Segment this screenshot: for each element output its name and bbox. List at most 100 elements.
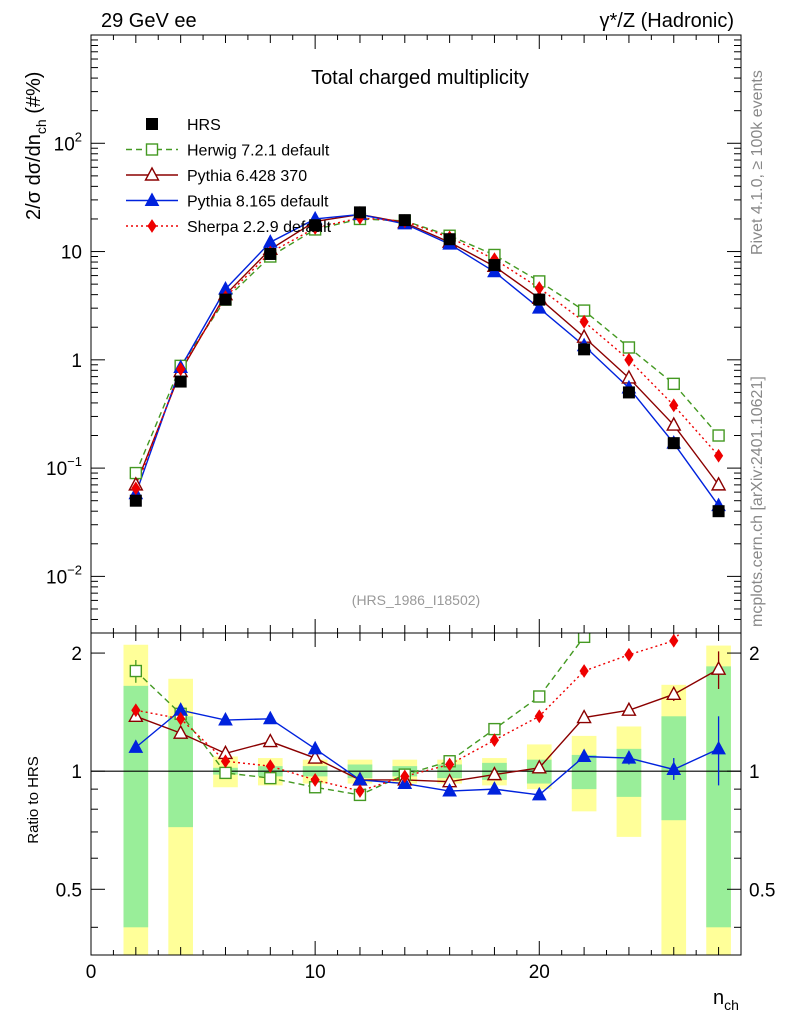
point-hrs bbox=[353, 206, 366, 219]
point-pythia-8-165-default bbox=[262, 234, 278, 248]
main-y-tick-label: 10−1 bbox=[46, 454, 82, 480]
legend-marker bbox=[144, 192, 160, 206]
main-y-tick-label: 10 bbox=[61, 243, 82, 264]
ratio-y-tick-label-right: 0.5 bbox=[749, 880, 775, 901]
ratio-point-pythia-6-428-370 bbox=[307, 749, 323, 764]
point-sherpa-2-2-9-default bbox=[713, 448, 724, 463]
main-y-axis-label: 2/σ dσ/dnch (#%) bbox=[23, 72, 49, 220]
ratio-point-herwig-7-2-1-default bbox=[264, 771, 277, 785]
ratio-point-pythia-6-428-370 bbox=[486, 766, 503, 781]
ratio-point-pythia-6-428-370 bbox=[710, 660, 727, 675]
point-pythia-8-165-default bbox=[531, 300, 547, 314]
ratio-point-sherpa-2-2-9-default bbox=[669, 633, 679, 648]
ratio-point-pythia-6-428-370 bbox=[576, 709, 592, 724]
ratio-point-pythia-8-165-default bbox=[666, 761, 682, 775]
ratio-point-pythia-6-428-370 bbox=[172, 724, 189, 739]
ratio-point-pythia-8-165-default bbox=[576, 748, 592, 762]
legend-item-pythia-8-165-default: Pythia 8.165 default bbox=[126, 192, 329, 211]
ratio-point-pythia-8-165-default bbox=[711, 740, 726, 755]
main-plot-panel: Total charged multiplicity (HRS_1986_I18… bbox=[23, 34, 742, 634]
point-hrs bbox=[488, 259, 501, 272]
legend-label: Pythia 8.165 default bbox=[187, 194, 329, 211]
legend-marker bbox=[144, 166, 160, 181]
ratio-point-pythia-6-428-370 bbox=[666, 685, 682, 701]
uncertainty-band-inner bbox=[123, 685, 149, 928]
series-line-pythia-6-428-370 bbox=[135, 213, 720, 486]
point-herwig-7-2-1-default bbox=[622, 341, 636, 354]
ratio-point-pythia-8-165-default bbox=[487, 781, 502, 795]
legend: HRS Herwig 7.2.1 default Pythia 6.428 370 P… bbox=[126, 117, 332, 236]
ratio-point-pythia-8-165-default bbox=[128, 739, 144, 753]
point-hrs bbox=[443, 233, 456, 246]
ratio-point-sherpa-2-2-9-default bbox=[131, 703, 141, 718]
point-sherpa-2-2-9-default bbox=[669, 398, 679, 413]
rivet-version-label: Rivet 4.1.0, ≥ 100k events bbox=[749, 70, 766, 255]
point-pythia-6-428-370 bbox=[710, 476, 727, 491]
point-hrs bbox=[712, 505, 725, 518]
point-hrs bbox=[622, 386, 635, 399]
ratio-point-sherpa-2-2-9-default bbox=[220, 754, 231, 769]
point-herwig-7-2-1-default bbox=[577, 304, 591, 317]
point-hrs bbox=[309, 219, 322, 232]
legend-item-herwig-7-2-1-default: Herwig 7.2.1 default bbox=[126, 143, 330, 160]
ratio-point-sherpa-2-2-9-default bbox=[489, 733, 500, 748]
ratio-point-sherpa-2-2-9-default bbox=[445, 757, 455, 772]
legend-label: Herwig 7.2.1 default bbox=[187, 143, 330, 160]
ratio-y-tick-label-right: 1 bbox=[749, 762, 760, 783]
ratio-plot-panel: 0.5 0.51 12 20 10 20 Ratio to HRS nch bbox=[25, 632, 775, 1013]
legend-label: HRS bbox=[187, 117, 221, 134]
ratio-point-herwig-7-2-1-default bbox=[129, 664, 143, 678]
ratio-point-sherpa-2-2-9-default bbox=[579, 664, 589, 678]
ratio-point-sherpa-2-2-9-default bbox=[176, 711, 186, 726]
ratio-line-sherpa-2-2-9-default bbox=[135, 633, 681, 792]
legend-item-pythia-6-428-370: Pythia 6.428 370 bbox=[126, 166, 307, 185]
point-hrs bbox=[533, 293, 546, 306]
series-line-pythia-8-165-default bbox=[135, 213, 720, 507]
main-y-tick-label: 102 bbox=[54, 129, 82, 155]
x-tick-label: 10 bbox=[305, 962, 326, 983]
ratio-point-herwig-7-2-1-default bbox=[219, 766, 232, 780]
ratio-point-sherpa-2-2-9-default bbox=[534, 709, 544, 724]
point-hrs bbox=[264, 247, 277, 260]
point-hrs bbox=[174, 375, 187, 388]
point-sherpa-2-2-9-default bbox=[176, 362, 186, 377]
series-line-sherpa-2-2-9-default bbox=[135, 217, 720, 489]
ratio-point-pythia-6-428-370 bbox=[621, 701, 637, 716]
ratio-point-sherpa-2-2-9-default bbox=[265, 759, 275, 774]
ratio-point-sherpa-2-2-9-default bbox=[310, 773, 320, 787]
legend-item-hrs: HRS bbox=[146, 117, 221, 134]
ratio-y-tick-label: 0.5 bbox=[56, 880, 82, 901]
x-tick-label: 20 bbox=[529, 962, 550, 983]
point-hrs bbox=[578, 343, 591, 356]
ratio-line-pythia-6-428-370 bbox=[135, 668, 719, 783]
main-y-tick-label: 1 bbox=[71, 351, 82, 372]
ratio-line-herwig-7-2-1-default bbox=[135, 633, 592, 796]
ratio-point-sherpa-2-2-9-default bbox=[624, 647, 634, 662]
ratio-point-herwig-7-2-1-default bbox=[533, 690, 546, 703]
ratio-point-herwig-7-2-1-default bbox=[488, 722, 501, 736]
ratio-line-pythia-8-165-default bbox=[135, 709, 719, 796]
point-hrs bbox=[398, 214, 411, 227]
ratio-point-pythia-8-165-default bbox=[442, 782, 457, 797]
series-line-herwig-7-2-1-default bbox=[135, 218, 720, 474]
mcplots-source-label: mcplots.cern.ch [arXiv:2401.10621] bbox=[749, 376, 766, 627]
ratio-point-herwig-7-2-1-default bbox=[577, 633, 591, 644]
point-hrs bbox=[667, 437, 680, 450]
ratio-point-pythia-6-428-370 bbox=[531, 759, 547, 774]
legend-label: Pythia 6.428 370 bbox=[187, 168, 307, 185]
point-herwig-7-2-1-default bbox=[667, 377, 680, 391]
ratio-y-tick-label: 2 bbox=[71, 644, 82, 665]
point-hrs bbox=[219, 293, 232, 306]
legend-marker bbox=[147, 219, 157, 233]
ratio-y-tick-label-right: 2 bbox=[749, 644, 760, 665]
ratio-point-pythia-6-428-370 bbox=[262, 733, 278, 748]
legend-marker bbox=[146, 118, 158, 130]
ratio-y-tick-label: 1 bbox=[71, 762, 82, 783]
point-pythia-6-428-370 bbox=[666, 416, 682, 431]
uncertainty-band-inner bbox=[706, 666, 731, 928]
process-label: γ*/Z (Hadronic) bbox=[600, 10, 734, 32]
legend-label: Sherpa 2.2.9 default bbox=[187, 219, 332, 236]
ratio-point-sherpa-2-2-9-default bbox=[400, 769, 410, 784]
ratio-y-axis-label: Ratio to HRS bbox=[25, 756, 42, 844]
